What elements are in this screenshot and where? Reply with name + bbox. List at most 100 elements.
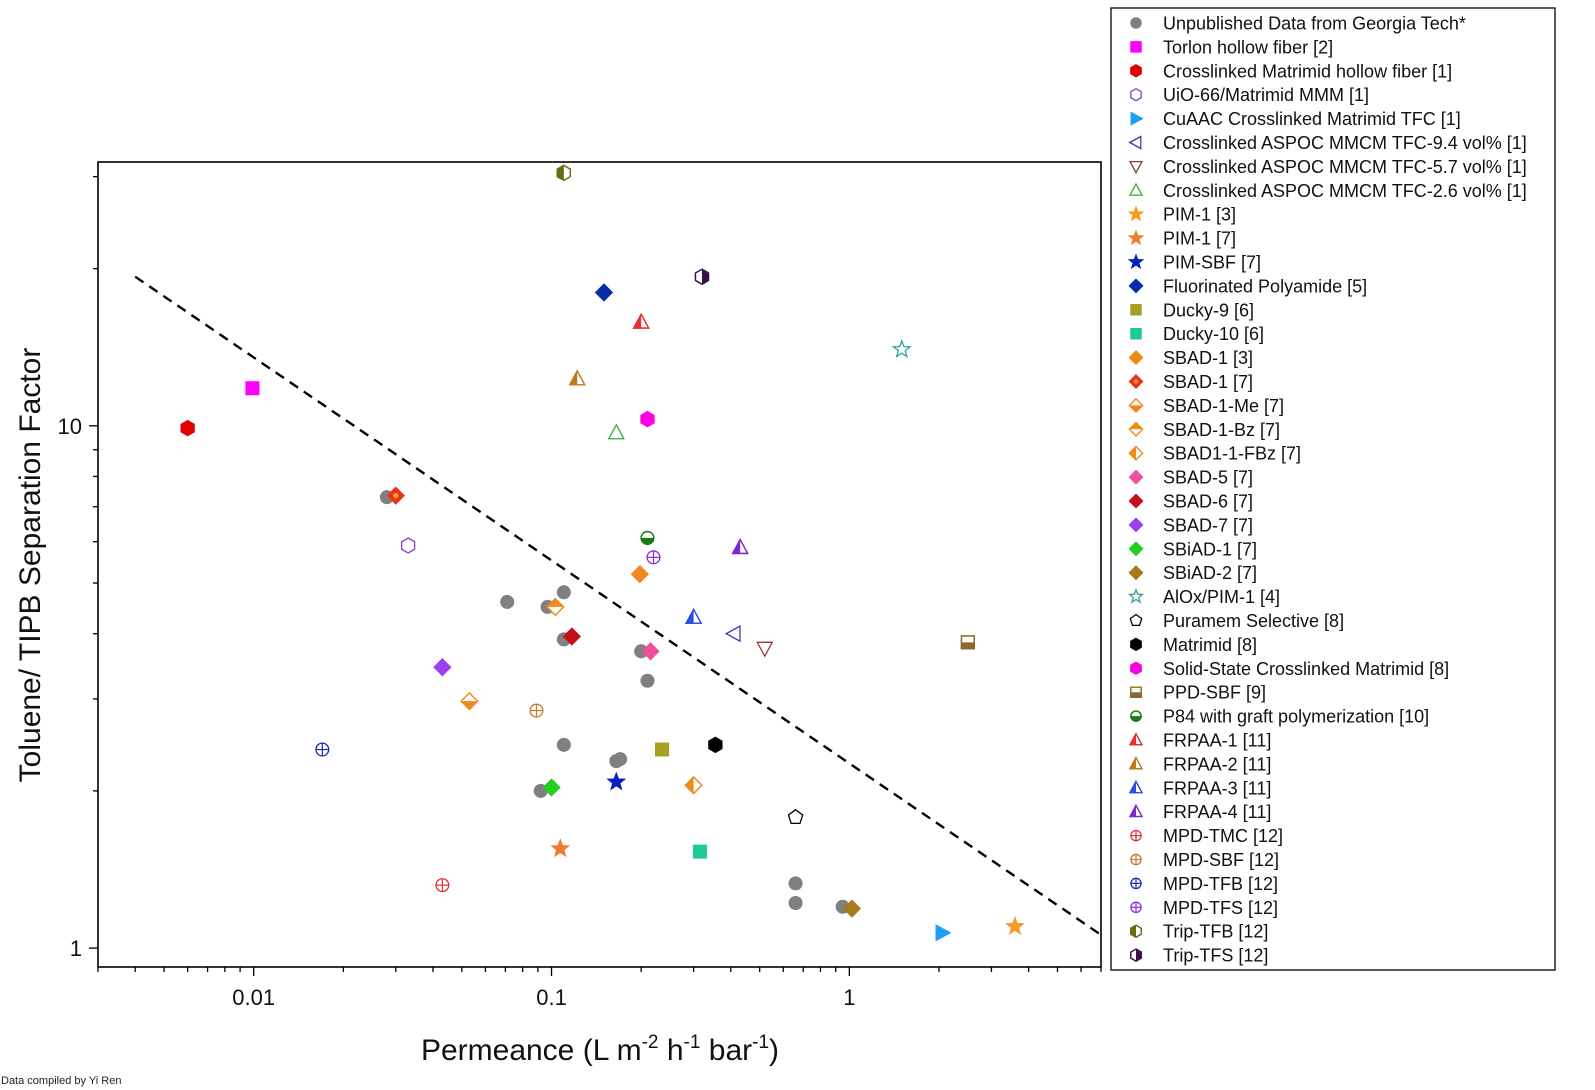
- legend-item: UiO-66/Matrimid MMM [1]: [1130, 85, 1369, 105]
- legend-marker: [1128, 373, 1144, 390]
- data-point: [556, 737, 571, 752]
- legend-marker: [1128, 160, 1144, 175]
- legend-label: P84 with graft polymerization [10]: [1163, 707, 1429, 727]
- legend-item: Ducky-10 [6]: [1130, 324, 1264, 344]
- legend-label: PIM-SBF [7]: [1163, 253, 1261, 273]
- data-point: [842, 899, 862, 918]
- data-point: [556, 585, 571, 600]
- legend-label: Unpublished Data from Georgia Tech*: [1163, 14, 1466, 34]
- data-point: [708, 736, 723, 754]
- legend-item: Unpublished Data from Georgia Tech*: [1130, 14, 1466, 34]
- data-point: [756, 641, 774, 658]
- legend-marker: [1130, 901, 1142, 914]
- legend-marker: [1130, 948, 1142, 962]
- legend-marker: [1129, 613, 1143, 626]
- legend-label: UiO-66/Matrimid MMM [1]: [1163, 85, 1369, 105]
- legend-label: SBAD-1 [3]: [1163, 348, 1253, 368]
- legend-marker: [1130, 877, 1142, 890]
- data-point: [788, 895, 803, 911]
- legend-marker: [1130, 64, 1142, 78]
- legend-item: Matrimid [8]: [1130, 635, 1257, 655]
- legend-marker: [1130, 41, 1142, 53]
- legend-item: SBAD-1 [7]: [1128, 372, 1253, 392]
- legend-item: SBiAD-2 [7]: [1128, 563, 1257, 583]
- legend-label: Fluorinated Polyamide [5]: [1163, 276, 1367, 296]
- legend-marker: [1128, 732, 1144, 746]
- legend-item: Trip-TFB [12]: [1130, 922, 1268, 942]
- legend: Unpublished Data from Georgia Tech* Torlo…: [1110, 7, 1556, 971]
- legend-item: PIM-1 [7]: [1127, 229, 1236, 249]
- data-point: [788, 876, 803, 891]
- legend-marker: [1127, 205, 1145, 222]
- legend-label: Puramem Selective [8]: [1163, 611, 1344, 631]
- data-point: [630, 564, 650, 584]
- legend-item: SBAD-1 [3]: [1128, 348, 1253, 368]
- legend-label: SBAD1-1-FBz [7]: [1163, 444, 1301, 464]
- legend-item: FRPAA-1 [11]: [1128, 731, 1271, 751]
- data-point: [607, 423, 625, 440]
- legend-item: Crosslinked Matrimid hollow fiber [1]: [1130, 61, 1452, 81]
- data-point: [1005, 915, 1025, 935]
- legend-item: Solid-State Crosslinked Matrimid [8]: [1130, 659, 1449, 679]
- legend-label: Matrimid [8]: [1163, 635, 1257, 655]
- legend-label: SBiAD-2 [7]: [1163, 563, 1257, 583]
- legend-item: Fluorinated Polyamide [5]: [1128, 276, 1367, 296]
- legend-label: FRPAA-1 [11]: [1163, 731, 1271, 751]
- legend-item: Ducky-9 [6]: [1130, 300, 1254, 320]
- legend-marker: [1128, 350, 1144, 366]
- axes: 0.01 0.1 1 1 10: [58, 161, 1102, 1010]
- legend-label: SBAD-5 [7]: [1163, 468, 1253, 488]
- data-point: [400, 537, 416, 554]
- legend-label: Trip-TFS [12]: [1163, 946, 1268, 966]
- legend-item: SBiAD-1 [7]: [1128, 539, 1257, 559]
- legend-item: MPD-TFS [12]: [1130, 898, 1278, 918]
- legend-marker: [1128, 445, 1144, 461]
- data-point: [435, 878, 450, 893]
- legend-marker: [1128, 421, 1144, 437]
- x-tick-label: 0.1: [536, 985, 567, 1010]
- data-point: [632, 312, 650, 329]
- data-point: [640, 410, 655, 428]
- legend-item: SBAD1-1-FBz [7]: [1128, 444, 1301, 464]
- legend-label: Crosslinked ASPOC MMCM TFC-5.7 vol% [1]: [1163, 157, 1527, 177]
- legend-label: FRPAA-3 [11]: [1163, 778, 1271, 798]
- legend-item: MPD-TFB [12]: [1130, 874, 1278, 894]
- legend-marker: [1127, 229, 1145, 246]
- legend-marker: [1128, 804, 1144, 818]
- legend-item: Crosslinked ASPOC MMCM TFC-2.6 vol% [1]: [1128, 181, 1527, 201]
- data-point: [935, 924, 952, 942]
- legend-label: SBAD-7 [7]: [1163, 515, 1253, 535]
- credit-text: Data compiled by Yi Ren: [1, 1075, 122, 1087]
- legend-label: MPD-SBF [12]: [1163, 850, 1279, 870]
- legend-marker: [1128, 493, 1144, 509]
- y-tick-label: 10: [58, 414, 82, 439]
- data-point: [606, 771, 627, 791]
- legend-label: PIM-1 [3]: [1163, 205, 1236, 225]
- legend-marker: [1128, 135, 1142, 150]
- legend-label: AlOx/PIM-1 [4]: [1163, 587, 1280, 607]
- legend-item: FRPAA-4 [11]: [1128, 802, 1271, 822]
- legend-label: SBAD-1-Bz [7]: [1163, 420, 1280, 440]
- legend-label: MPD-TFB [12]: [1163, 874, 1278, 894]
- legend-marker: [1128, 182, 1144, 196]
- data-point: [245, 381, 260, 396]
- legend-marker: [1130, 304, 1142, 316]
- legend-marker: [1130, 17, 1142, 29]
- data-point: [542, 778, 561, 797]
- trendline: [134, 275, 1101, 936]
- legend-item: Torlon hollow fiber [2]: [1130, 37, 1333, 57]
- data-point: [646, 550, 661, 565]
- legend-marker: [1130, 710, 1142, 722]
- y-axis-label: Toluene/ TIPB Separation Factor: [14, 348, 47, 783]
- legend-marker: [1130, 924, 1142, 938]
- legend-label: CuAAC Crosslinked Matrimid TFC [1]: [1163, 109, 1461, 129]
- data-point: [891, 339, 912, 358]
- legend-label: FRPAA-2 [11]: [1163, 754, 1271, 774]
- legend-marker: [1128, 756, 1144, 770]
- x-axis-label: Permeance (L m-2 h-1 bar-1): [421, 1032, 779, 1067]
- data-point: [568, 369, 586, 386]
- legend-item: AlOx/PIM-1 [4]: [1127, 587, 1280, 607]
- data-point: [787, 808, 804, 825]
- data-point: [724, 625, 741, 643]
- legend-marker: [1128, 397, 1144, 413]
